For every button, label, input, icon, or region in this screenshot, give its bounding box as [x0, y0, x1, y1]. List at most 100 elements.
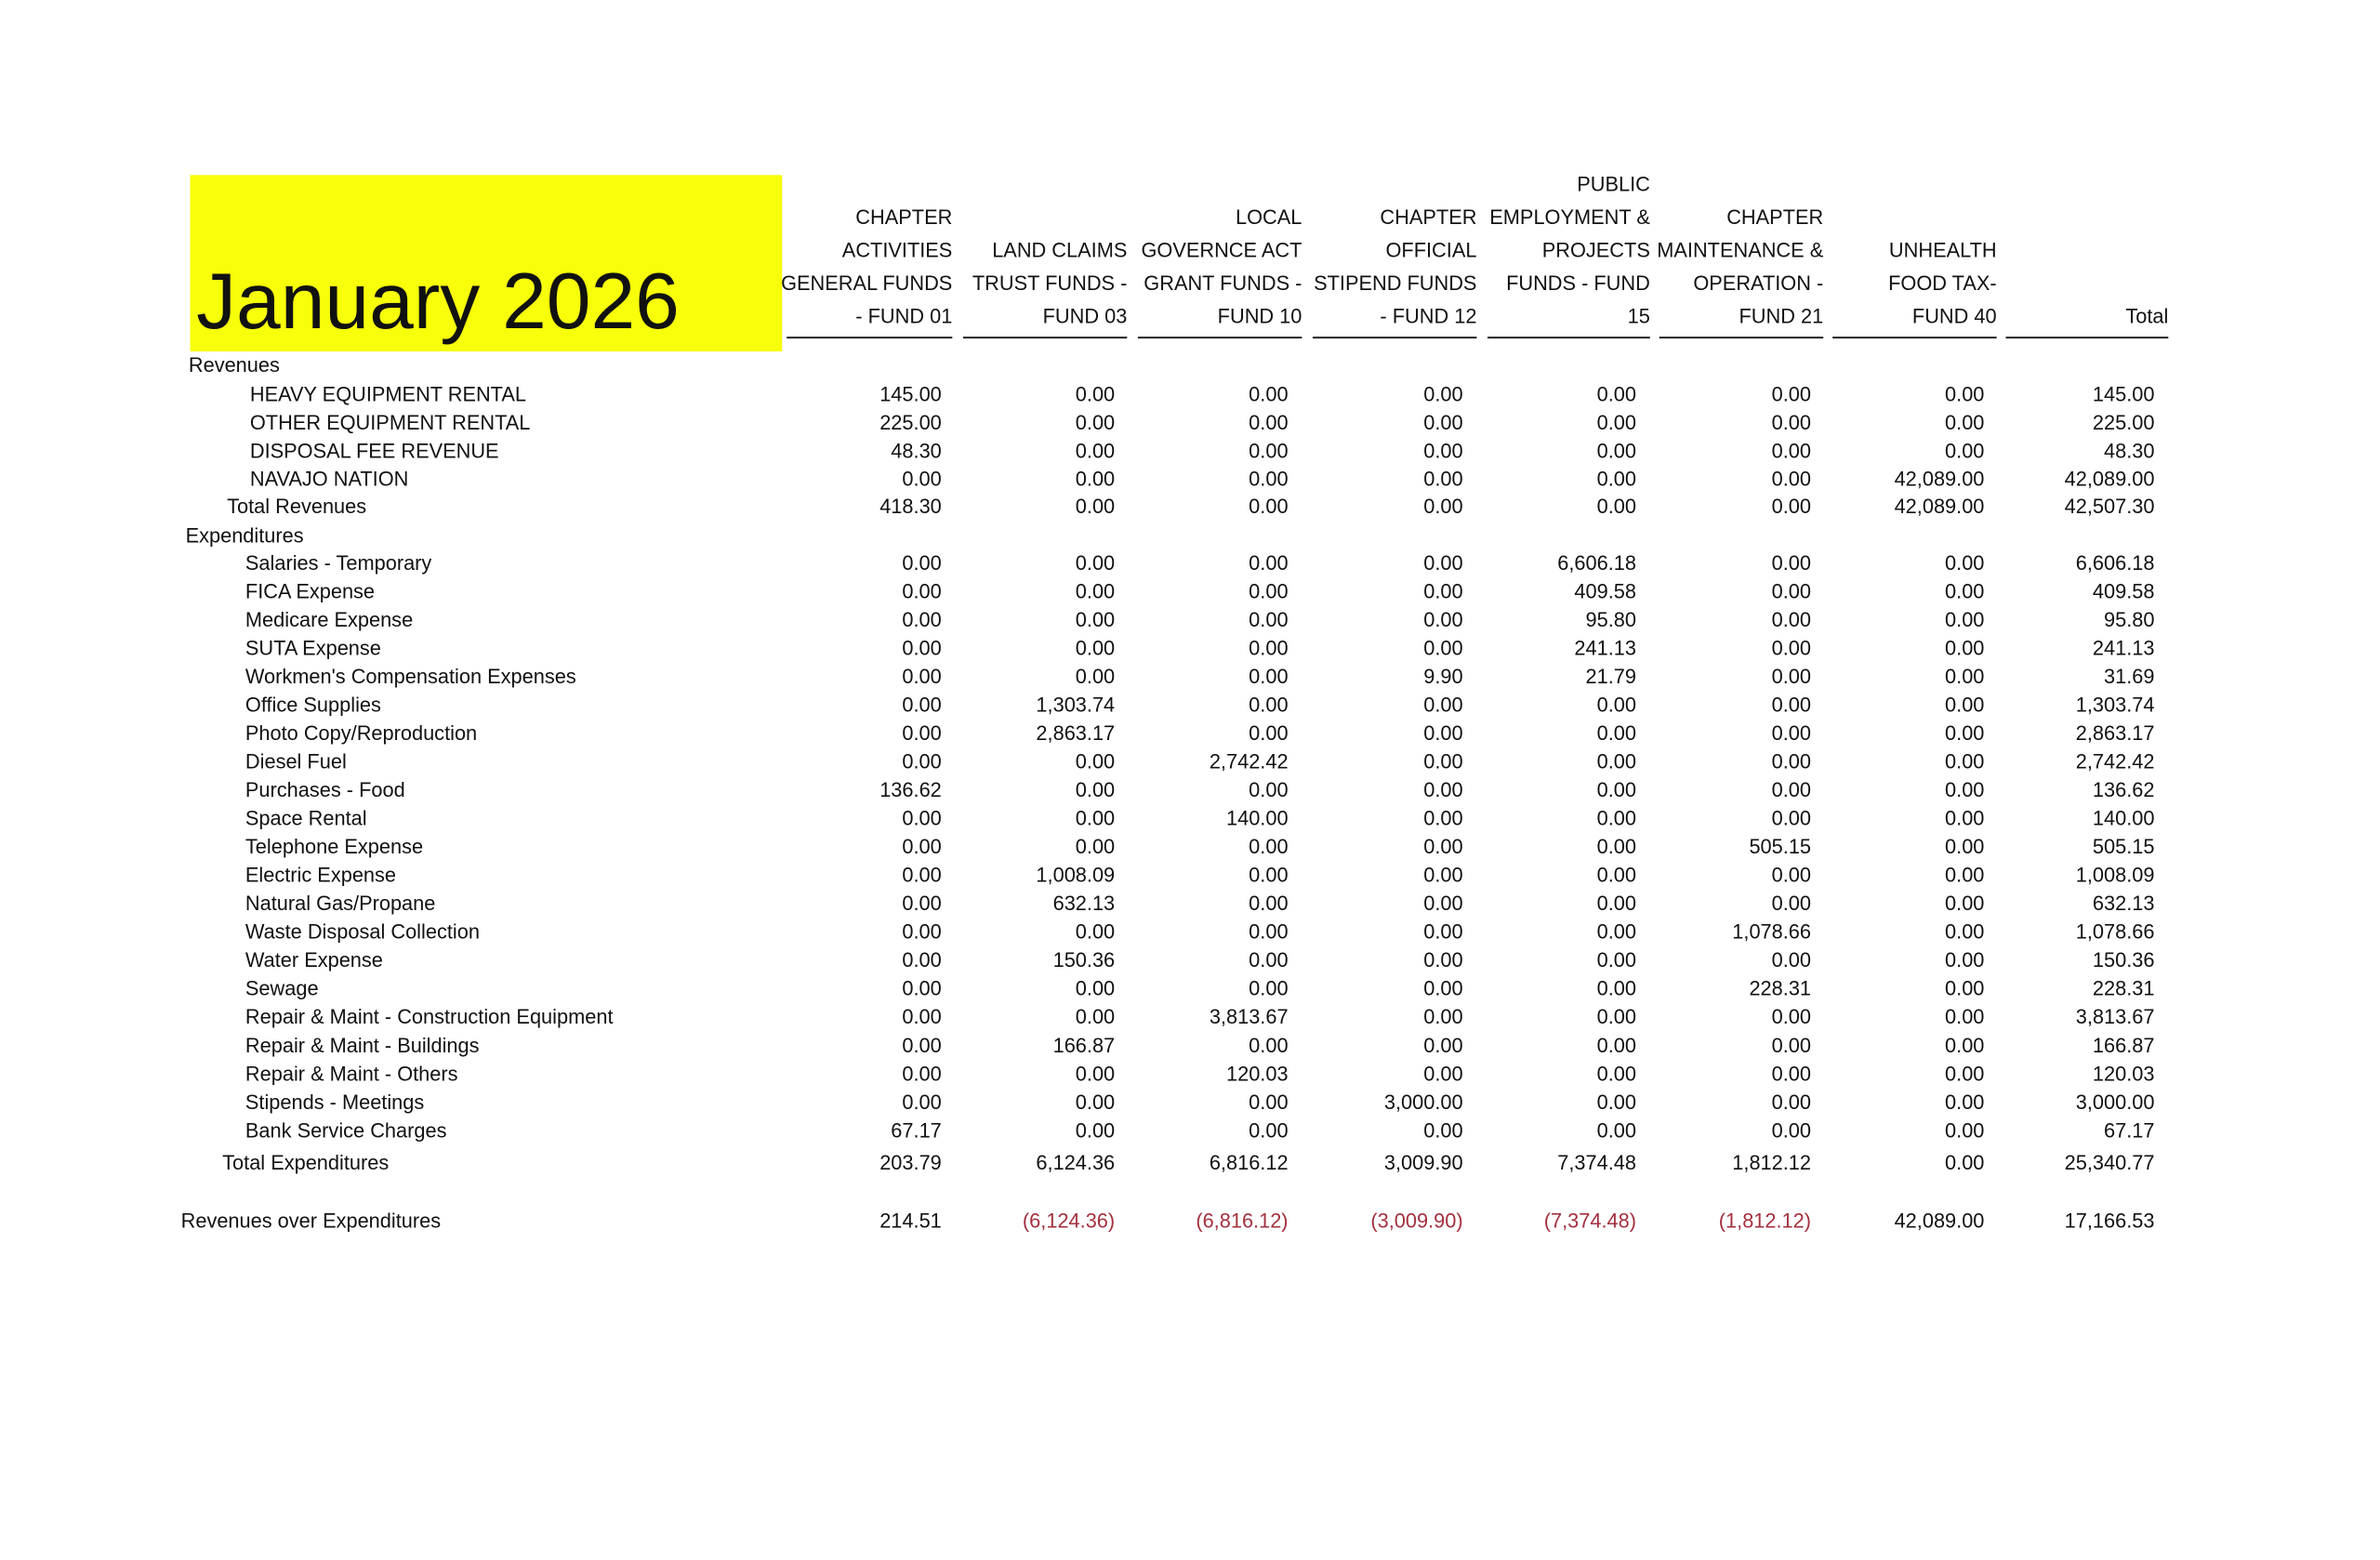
row-label: Stipends - Meetings	[245, 1091, 424, 1114]
cell-value: 6,606.18	[1557, 551, 1636, 575]
cell-value: 17,166.53	[2065, 1210, 2155, 1233]
cell-value: 0.00	[1597, 468, 1636, 491]
cell-value: 0.00	[1423, 807, 1462, 830]
cell-value: 0.00	[1249, 920, 1288, 944]
cell-value: 0.00	[1076, 920, 1115, 944]
cell-value: 0.00	[1249, 551, 1288, 575]
cell-value: 0.00	[902, 864, 941, 887]
cell-value: 0.00	[902, 1062, 941, 1085]
cell-value: 0.00	[1772, 468, 1811, 491]
row-label: Bank Service Charges	[245, 1118, 447, 1142]
column-header: LOCAL	[1236, 205, 1302, 229]
cell-value: 241.13	[1574, 637, 1636, 660]
cell-value: 0.00	[1249, 439, 1288, 462]
cell-value: 2,863.17	[1036, 721, 1115, 745]
cell-value: 0.00	[1423, 383, 1462, 406]
cell-value: 0.00	[1772, 439, 1811, 462]
cell-value: 0.00	[1249, 637, 1288, 660]
cell-value: 0.00	[1597, 1005, 1636, 1028]
cell-value: 0.00	[1597, 1118, 1636, 1142]
cell-value: 0.00	[902, 580, 941, 603]
cell-value: 6,816.12	[1210, 1151, 1289, 1174]
cell-value: 95.80	[2104, 608, 2154, 631]
cell-value: (6,816.12)	[1196, 1210, 1288, 1233]
row-label: Sewage	[245, 977, 319, 1000]
cell-value: 0.00	[1597, 778, 1636, 801]
cell-value: 0.00	[1249, 608, 1288, 631]
cell-value: 0.00	[902, 920, 941, 944]
cell-value: 0.00	[1597, 864, 1636, 887]
cell-value: 0.00	[1423, 948, 1462, 972]
row-label: Natural Gas/Propane	[245, 892, 435, 915]
cell-value: 203.79	[879, 1151, 942, 1174]
cell-value: 0.00	[1597, 1091, 1636, 1114]
row-label: DISPOSAL FEE REVENUE	[250, 439, 499, 462]
cell-value: 241.13	[2093, 637, 2155, 660]
cell-value: 0.00	[1597, 383, 1636, 406]
row-label: Salaries - Temporary	[245, 551, 432, 575]
cell-value: 0.00	[1076, 551, 1115, 575]
cell-value: 42,089.00	[1895, 495, 1985, 518]
cell-value: 0.00	[1772, 1062, 1811, 1085]
cell-value: 0.00	[1076, 1091, 1115, 1114]
cell-value: 0.00	[1945, 383, 1984, 406]
cell-value: 25,340.77	[2065, 1151, 2155, 1174]
row-label: Telephone Expense	[245, 835, 423, 858]
cell-value: 228.31	[1749, 977, 1811, 1000]
cell-value: 0.00	[1597, 977, 1636, 1000]
cell-value: 225.00	[879, 411, 942, 434]
row-label: Medicare Expense	[245, 608, 413, 631]
title-highlight	[190, 175, 783, 351]
row-label: HEAVY EQUIPMENT RENTAL	[250, 383, 526, 406]
cell-value: 0.00	[1249, 411, 1288, 434]
cell-value: 0.00	[1423, 1062, 1462, 1085]
cell-value: 120.03	[2093, 1062, 2155, 1085]
section-label: Expenditures	[186, 523, 304, 547]
column-header: Total	[2125, 304, 2168, 327]
column-header: OFFICIAL	[1385, 239, 1476, 262]
cell-value: 0.00	[1076, 411, 1115, 434]
cell-value: 0.00	[1597, 439, 1636, 462]
cell-value: 0.00	[1772, 1034, 1811, 1057]
cell-value: 214.51	[879, 1210, 942, 1233]
column-header: FUND 40	[1912, 304, 1997, 327]
cell-value: 0.00	[902, 637, 941, 660]
cell-value: 0.00	[902, 468, 941, 491]
cell-value: 0.00	[902, 721, 941, 745]
row-label: Repair & Maint - Others	[245, 1062, 458, 1085]
column-header: STIPEND FUNDS	[1314, 271, 1476, 295]
cell-value: 0.00	[1423, 580, 1462, 603]
cell-value: 418.30	[879, 495, 942, 518]
cell-value: 0.00	[1249, 892, 1288, 915]
cell-value: 0.00	[902, 750, 941, 773]
cell-value: 0.00	[902, 1034, 941, 1057]
cell-value: 0.00	[1076, 495, 1115, 518]
cell-value: 0.00	[1423, 721, 1462, 745]
cell-value: 0.00	[1423, 977, 1462, 1000]
cell-value: 150.36	[2093, 948, 2155, 972]
cell-value: 0.00	[1076, 977, 1115, 1000]
cell-value: 7,374.48	[1557, 1151, 1636, 1174]
cell-value: 0.00	[1772, 495, 1811, 518]
cell-value: 3,009.90	[1384, 1151, 1463, 1174]
cell-value: 0.00	[1423, 439, 1462, 462]
cell-value: 140.00	[2093, 807, 2155, 830]
cell-value: 409.58	[1574, 580, 1636, 603]
cell-value: 0.00	[1249, 383, 1288, 406]
row-label: Revenues over Expenditures	[181, 1210, 442, 1233]
cell-value: 632.13	[2093, 892, 2155, 915]
cell-value: 0.00	[1945, 665, 1984, 688]
cell-value: 0.00	[902, 1005, 941, 1028]
cell-value: 166.87	[1053, 1034, 1116, 1057]
cell-value: 3,000.00	[2076, 1091, 2155, 1114]
cell-value: 0.00	[1772, 721, 1811, 745]
column-header: CHAPTER	[1726, 205, 1823, 229]
cell-value: 0.00	[1597, 495, 1636, 518]
cell-value: 21.79	[1586, 665, 1636, 688]
cell-value: 3,813.67	[2076, 1005, 2155, 1028]
column-header: FOOD TAX-	[1888, 271, 1997, 295]
cell-value: 0.00	[1423, 637, 1462, 660]
column-header: GENERAL FUNDS	[781, 271, 952, 295]
cell-value: 0.00	[1772, 864, 1811, 887]
